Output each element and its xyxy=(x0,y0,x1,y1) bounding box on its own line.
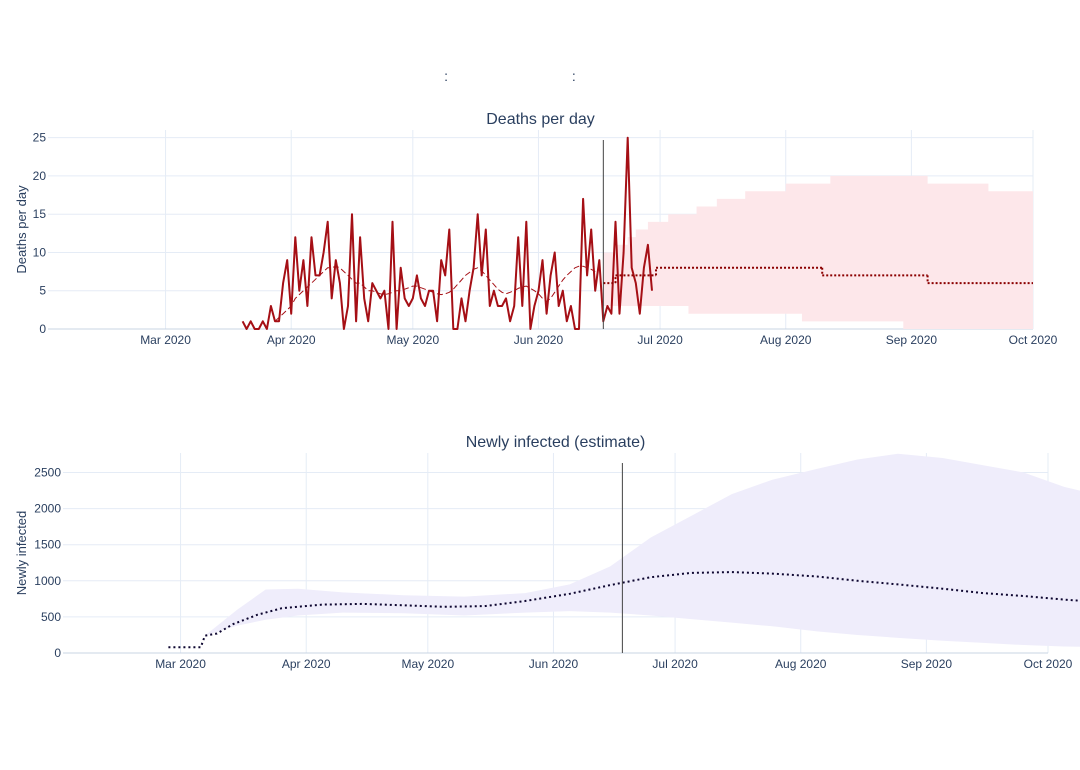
x-tick-label: Jul 2020 xyxy=(652,657,698,671)
x-tick-label: Apr 2020 xyxy=(282,657,331,671)
y-tick-label: 5 xyxy=(39,284,46,298)
x-tick-label: Oct 2020 xyxy=(1024,657,1073,671)
x-tick-label: Sep 2020 xyxy=(901,657,953,671)
moving-average-line xyxy=(274,265,596,322)
x-tick-label: Mar 2020 xyxy=(155,657,206,671)
chart-title: Newly infected (estimate) xyxy=(466,434,646,451)
x-tick-label: May 2020 xyxy=(401,657,454,671)
y-tick-label: 25 xyxy=(33,131,47,145)
y-tick-label: 15 xyxy=(33,207,47,221)
chart-title: Deaths per day xyxy=(486,111,595,128)
x-tick-label: Aug 2020 xyxy=(775,657,827,671)
x-tick-label: Oct 2020 xyxy=(1009,333,1058,347)
uncertainty-band xyxy=(603,175,1033,329)
y-tick-label: 1500 xyxy=(34,538,61,552)
y-tick-label: 2000 xyxy=(34,502,61,516)
x-tick-label: Jun 2020 xyxy=(514,333,564,347)
uncertainty-band xyxy=(204,453,1080,647)
x-tick-label: Sep 2020 xyxy=(886,333,938,347)
x-tick-label: Jul 2020 xyxy=(637,333,683,347)
x-tick-label: May 2020 xyxy=(386,333,439,347)
y-tick-label: 10 xyxy=(33,245,47,259)
y-tick-label: 0 xyxy=(39,322,46,336)
infected-estimate-line xyxy=(168,571,1080,649)
x-tick-label: Aug 2020 xyxy=(760,333,812,347)
x-tick-label: Mar 2020 xyxy=(140,333,191,347)
y-axis-label: Newly infected xyxy=(14,511,29,596)
deaths-chart: Mar 2020 Apr 2020 May 2020 Jun 2020 Jul 2020… xyxy=(14,111,1058,347)
y-axis-label: Deaths per day xyxy=(14,185,29,274)
observed-deaths-line xyxy=(241,136,653,330)
y-tick-label: 2500 xyxy=(34,465,61,479)
page-title: : : xyxy=(444,68,636,84)
x-tick-label: Jun 2020 xyxy=(529,657,579,671)
y-tick-label: 0 xyxy=(54,646,61,660)
x-tick-label: Apr 2020 xyxy=(267,333,316,347)
y-tick-label: 1000 xyxy=(34,574,61,588)
y-tick-label: 20 xyxy=(33,169,47,183)
y-tick-label: 500 xyxy=(41,610,61,624)
